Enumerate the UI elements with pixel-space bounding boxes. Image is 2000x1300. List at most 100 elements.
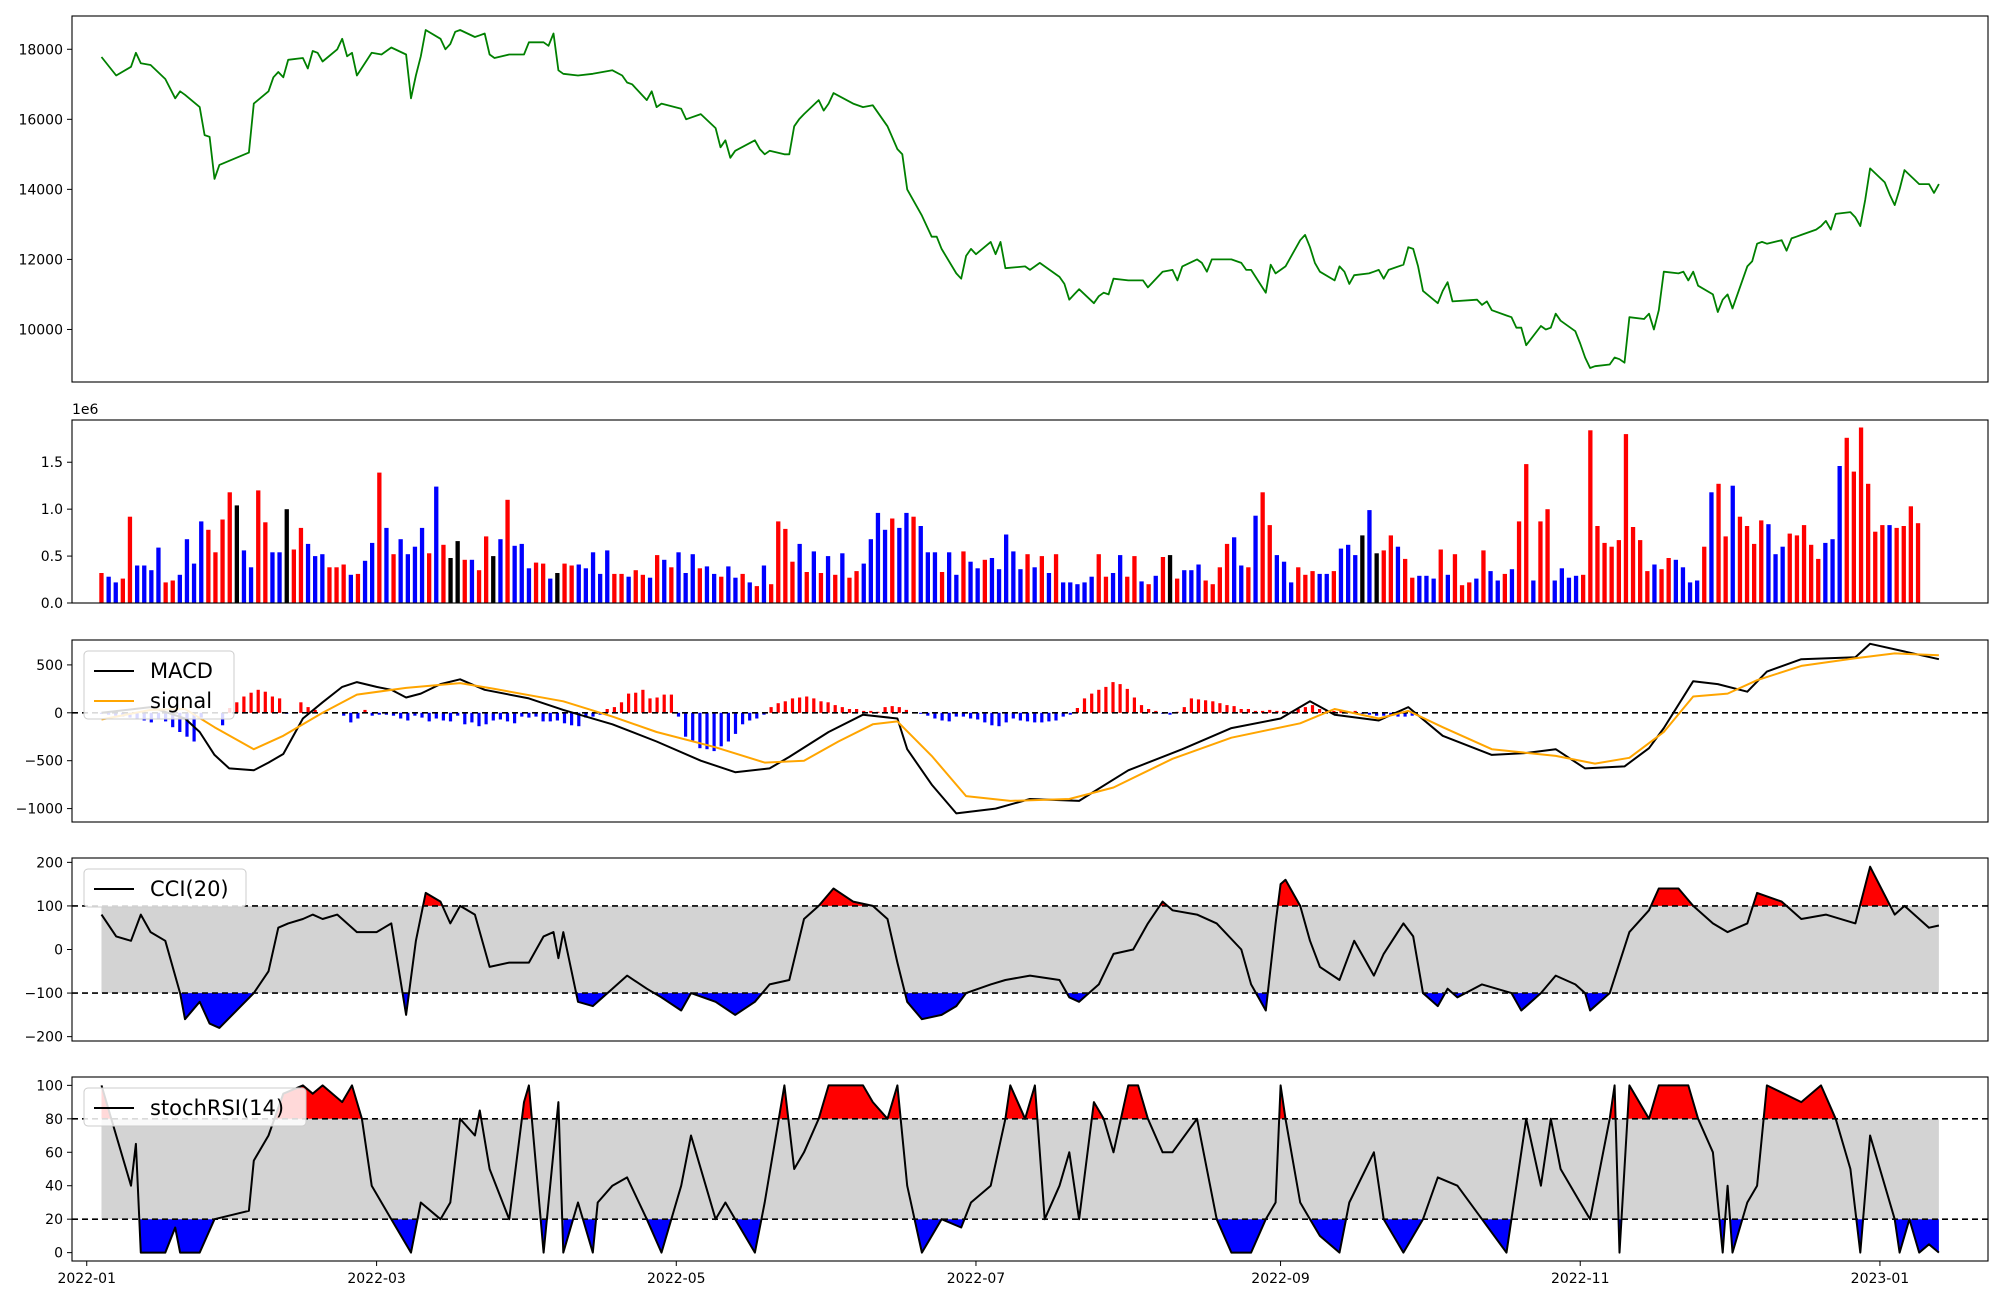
volume-bar (1075, 584, 1080, 603)
macd-histogram-bar (263, 691, 267, 713)
volume-bar (1723, 536, 1728, 603)
macd-histogram-bar (185, 712, 189, 737)
macd-histogram-bar (498, 712, 502, 720)
macd-histogram-bar (733, 712, 738, 734)
volume-bar (1552, 580, 1557, 603)
macd-histogram-bar (527, 712, 531, 718)
volume-bar (1602, 542, 1607, 603)
volume-bar (1289, 582, 1294, 603)
cci-oversold-fill (655, 993, 762, 1015)
volume-bar (341, 564, 346, 603)
volume-bar (391, 554, 396, 603)
macd-histogram-bar (299, 702, 303, 713)
volume-bar (1246, 567, 1251, 603)
volume-bar (1830, 539, 1835, 603)
volume-bar (1495, 580, 1500, 603)
macd-histogram-bar (904, 709, 908, 713)
volume-bar (491, 556, 496, 603)
macd-histogram-bar (940, 712, 944, 721)
macd-histogram-bar (883, 707, 887, 713)
macd-histogram-bar (377, 712, 381, 715)
volume-bar (612, 573, 617, 603)
volume-bar (548, 578, 553, 603)
volume-bar (583, 568, 588, 603)
x-tick-label: 2022-01 (57, 1271, 116, 1287)
volume-bar (590, 552, 596, 603)
volume-bar (1531, 580, 1536, 603)
cci-ytick-label: 0 (54, 943, 63, 959)
volume-bar (1666, 558, 1671, 603)
macd-histogram-bar (505, 712, 510, 722)
volume-bar (1146, 584, 1151, 603)
stochrsi-ytick-label: 0 (54, 1246, 63, 1262)
stochrsi-oversold-fill (1385, 1219, 1422, 1253)
volume-bar (120, 578, 125, 603)
volume-bar (882, 529, 888, 603)
cci-ytick-label: −100 (25, 986, 63, 1002)
macd-legend-label: MACD (150, 659, 213, 683)
macd-histogram-bar (463, 712, 467, 725)
volume-bar (1374, 553, 1379, 603)
volume-bar (633, 570, 638, 603)
volume-bar (519, 543, 524, 603)
macd-histogram-bar (612, 707, 616, 713)
volume-bar (1360, 535, 1365, 603)
volume-bar (177, 574, 182, 603)
cci-legend-label: CCI(20) (150, 877, 229, 901)
volume-bar (939, 572, 945, 603)
volume-bar (1082, 582, 1087, 603)
volume-bar (305, 543, 311, 603)
volume-bar (1025, 554, 1030, 603)
macd-histogram-bar (1232, 706, 1236, 713)
macd-histogram-bar (862, 710, 866, 713)
macd-histogram-bar (1118, 684, 1122, 713)
macd-histogram-bar (798, 697, 802, 713)
volume-bar (1630, 527, 1636, 603)
volume-bar (1894, 527, 1899, 603)
stochrsi-legend-label: stochRSI(14) (150, 1096, 284, 1120)
volume-bar (526, 568, 532, 603)
volume-bar (1032, 567, 1037, 603)
volume-bar (925, 552, 930, 603)
macd-histogram-bar (897, 707, 901, 713)
volume-bar (1481, 550, 1486, 603)
volume-bar (961, 551, 966, 603)
macd-histogram-bar (855, 709, 859, 713)
volume-bar (163, 582, 168, 603)
volume-bar (1132, 556, 1137, 603)
volume-bar (890, 518, 895, 603)
volume-bar (1488, 571, 1493, 603)
volume-bar (498, 539, 503, 603)
volume-bar (1424, 575, 1429, 603)
volume-bar (1474, 578, 1479, 603)
macd-histogram-bar (1318, 709, 1322, 713)
macd-histogram-bar (1018, 712, 1022, 721)
volume-bar (598, 573, 603, 603)
volume-bar (947, 552, 952, 603)
macd-histogram-bar (448, 712, 453, 722)
stochrsi-legend-box (83, 1087, 307, 1127)
volume-bar (726, 566, 731, 603)
volume-bar (1730, 485, 1735, 603)
cci-ytick-label: 200 (36, 855, 63, 871)
volume-bar (740, 573, 745, 603)
macd-histogram-bar (655, 697, 659, 713)
macd-histogram-bar (783, 701, 787, 713)
macd-histogram-bar (627, 693, 631, 713)
macd-histogram-bar (256, 689, 260, 713)
macd-histogram-bar (427, 712, 431, 722)
volume-bar (1417, 575, 1422, 603)
macd-histogram-bar (1253, 710, 1258, 713)
volume-bar (996, 569, 1002, 603)
volume-bar (1873, 531, 1878, 603)
volume-bar (1901, 526, 1906, 603)
volume-bar (1139, 581, 1144, 603)
stochrsi-axes-frame (71, 1076, 1989, 1262)
volume-bar (241, 550, 247, 603)
volume-bar (1516, 521, 1522, 603)
volume-bar (1809, 544, 1814, 603)
price-ytick-label: 12000 (18, 252, 63, 268)
stochrsi-oversold-fill (1310, 1219, 1346, 1253)
volume-bar (106, 576, 111, 603)
price-series-line (100, 29, 1940, 369)
